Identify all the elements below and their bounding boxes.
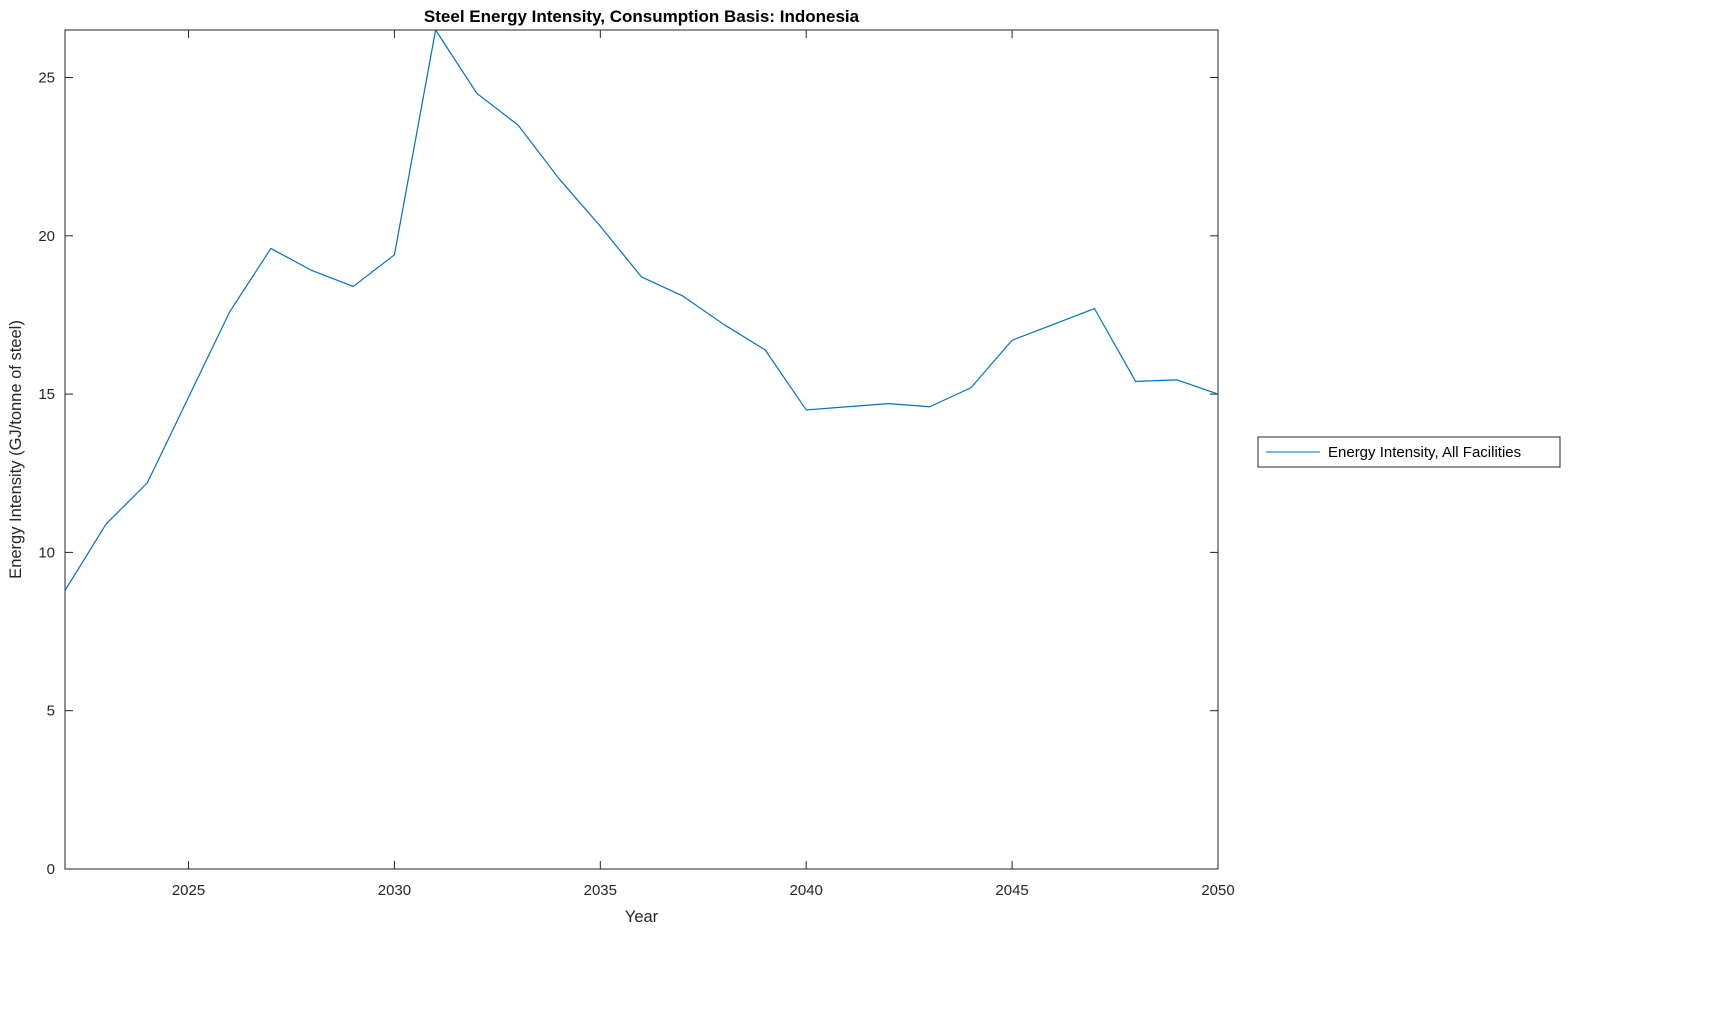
- axis-box: [64, 29, 1219, 870]
- x-tick-label: 2025: [172, 882, 205, 899]
- x-tick-label: 2035: [584, 882, 617, 899]
- y-tick-label: 15: [38, 386, 55, 403]
- x-tick-label: 2045: [995, 882, 1028, 899]
- y-tick-label: 5: [47, 703, 55, 720]
- series-line: [64, 29, 1219, 591]
- legend: Energy Intensity, All Facilities: [1257, 436, 1561, 468]
- x-tick-label: 2040: [790, 882, 823, 899]
- y-tick-label: 0: [47, 861, 55, 878]
- y-tick-label: 25: [38, 69, 55, 86]
- y-tick-label: 20: [38, 228, 55, 245]
- x-tick-label: 2050: [1201, 882, 1234, 899]
- x-axis-label: Year: [625, 908, 659, 926]
- chart-title: Steel Energy Intensity, Consumption Basi…: [424, 7, 860, 26]
- y-tick-label: 10: [38, 544, 55, 561]
- y-axis-label: Energy Intensity (GJ/tonne of steel): [7, 320, 25, 579]
- x-tick-label: 2030: [378, 882, 411, 899]
- legend-label: Energy Intensity, All Facilities: [1328, 444, 1521, 461]
